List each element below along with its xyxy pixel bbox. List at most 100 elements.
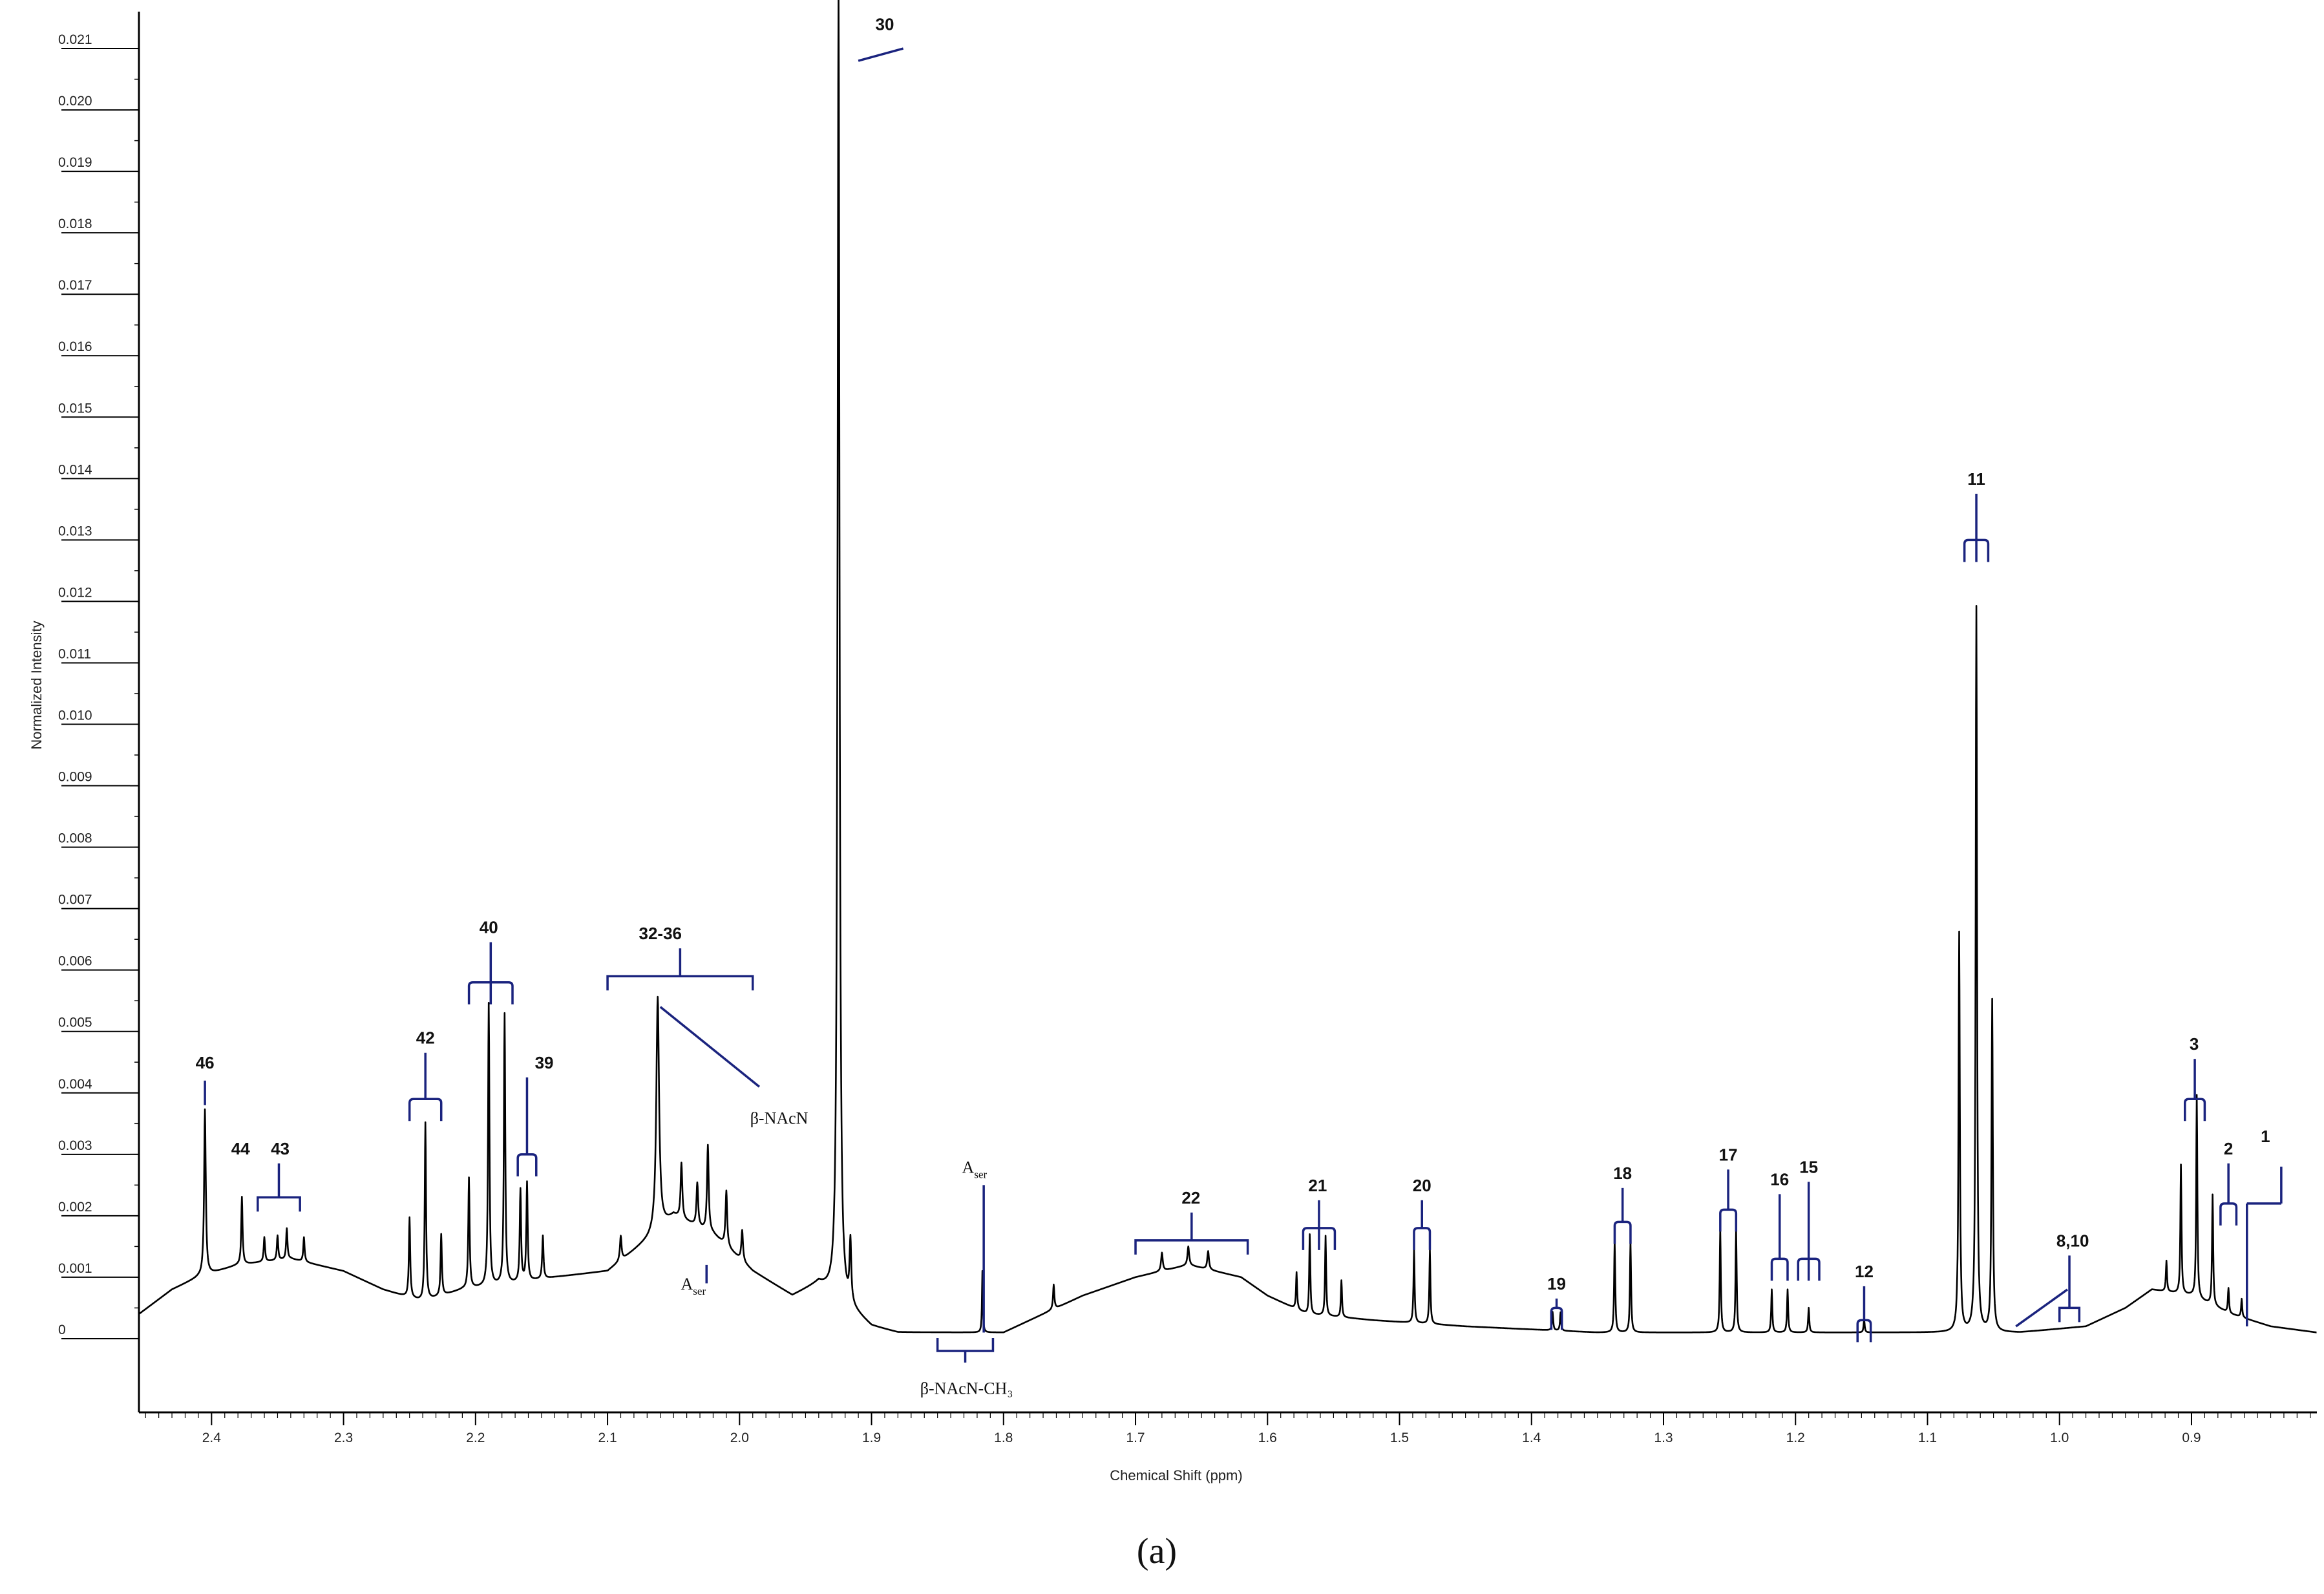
y-tick-label: 0.006 [58, 954, 92, 969]
bracket [516, 1153, 538, 1176]
y-tick-label: 0.003 [58, 1138, 92, 1153]
peak-annotation: 11 [1963, 469, 1990, 562]
x-axis-title: Chemical Shift (ppm) [1110, 1467, 1242, 1483]
peak-annotation: 40 [467, 918, 514, 1004]
x-tick-label: 1.6 [1258, 1430, 1277, 1445]
y-tick-label: 0.004 [58, 1077, 92, 1092]
peak-label: 21 [1308, 1176, 1327, 1195]
text-annotation-subscript: ser [693, 1285, 706, 1297]
bracket [1770, 1257, 1789, 1281]
bracket [1134, 1239, 1249, 1255]
peak-label: 15 [1799, 1157, 1818, 1176]
y-tick-label: 0 [58, 1323, 66, 1337]
peak-annotation: 30 [876, 15, 894, 34]
x-tick-label: 1.0 [2050, 1430, 2069, 1445]
y-tick-label: 0.020 [58, 94, 92, 109]
y-tick-label: 0.019 [58, 155, 92, 170]
y-tick-label: 0.015 [58, 401, 92, 416]
x-tick-label: 2.3 [334, 1430, 353, 1445]
spectrum-trace [138, 0, 2318, 1334]
peak-annotation: 16 [1770, 1169, 1789, 1281]
peak-annotation: 19 [1547, 1274, 1566, 1330]
x-tick-label: 1.3 [1654, 1430, 1673, 1445]
y-tick-label: 0.011 [58, 646, 91, 661]
peak-annotation: 18 [1613, 1164, 1632, 1244]
y-tick-label: 0.021 [58, 32, 92, 47]
y-axis-title: Normalized Intensity [28, 621, 45, 749]
y-tick-label: 0.005 [58, 1015, 92, 1030]
y-axis: 0 0.001 0.002 0.003 0.004 0.005 0.006 0.007 0.00… [58, 12, 140, 1412]
y-tick-label: 0.013 [58, 524, 92, 538]
x-tick-label: 2.4 [202, 1430, 222, 1445]
peak-label: 30 [876, 15, 894, 34]
peak-annotation: 3 [2184, 1034, 2206, 1121]
text-annotation-subscript: ser [974, 1168, 987, 1180]
x-tick-label: 1.8 [994, 1430, 1013, 1445]
peak-label: 2 [2224, 1139, 2233, 1158]
y-tick-label: 0.007 [58, 893, 92, 908]
peak-annotation: 21 [1302, 1176, 1336, 1250]
y-tick-label: 0.014 [58, 462, 92, 477]
bracket [606, 975, 754, 991]
y-tick-label: 0.010 [58, 708, 92, 723]
peak-label: 16 [1770, 1169, 1789, 1189]
x-tick-label: 1.5 [1390, 1430, 1409, 1445]
x-tick-label: 0.9 [2182, 1430, 2201, 1445]
peak-label: 1 [2261, 1127, 2270, 1146]
peak-annotation: 8,10 [2056, 1231, 2089, 1323]
peak-label: 46 [196, 1053, 215, 1072]
peak-label: 19 [1547, 1274, 1566, 1293]
bracket [257, 1196, 301, 1212]
peak-annotation: 22 [1134, 1188, 1249, 1255]
peak-label: 17 [1719, 1145, 1738, 1164]
y-tick-label: 0.016 [58, 339, 92, 354]
peak-label: 44 [231, 1139, 250, 1158]
bracket [1413, 1227, 1431, 1250]
peak-annotation: 15 [1797, 1157, 1821, 1281]
y-tick-label: 0.017 [58, 278, 92, 293]
bracket [408, 1098, 443, 1121]
bracket-beta-nacn-ch3 [936, 1337, 995, 1352]
bracket [2184, 1098, 2206, 1121]
peak-label: 20 [1413, 1176, 1431, 1195]
x-tick-label: 1.9 [862, 1430, 881, 1445]
y-tick-label: 0.002 [58, 1200, 92, 1215]
peak-annotation: 44 [231, 1139, 250, 1158]
peak-label: 43 [271, 1139, 290, 1158]
peak-label: 22 [1181, 1188, 1200, 1207]
panel-label: (a) [1137, 1531, 1177, 1571]
peak-label: 12 [1855, 1262, 1874, 1281]
x-tick-label: 2.1 [598, 1430, 617, 1445]
bracket [2058, 1306, 2081, 1323]
peak-label: 18 [1613, 1164, 1632, 1183]
peak-annotation: 17 [1719, 1145, 1738, 1232]
peak-label: 8,10 [2056, 1231, 2089, 1250]
text-annotation: β-NAcN [750, 1109, 808, 1127]
peak-label: 40 [480, 918, 498, 937]
x-tick-label: 2.0 [730, 1430, 749, 1445]
text-annotation: Aser [681, 1275, 706, 1297]
text-annotation: β-NAcN-CH₃ [920, 1379, 1013, 1397]
peak-annotation: 32-36 [606, 924, 754, 991]
y-tick-label: 0.001 [58, 1261, 92, 1276]
x-tick-label: 1.1 [1918, 1430, 1937, 1445]
bracket [1613, 1220, 1632, 1244]
y-tick-label: 0.018 [58, 217, 92, 231]
peak-label: 39 [535, 1053, 554, 1072]
peak-label: 11 [1967, 469, 1985, 489]
x-axis: 2.4 2.3 2.2 2.1 2.0 1.9 1.8 1.7 1.6 1.5 1.4 1.3 1.2 1… [139, 1411, 2317, 1445]
peak-annotation: 43 [257, 1139, 301, 1212]
peak-label: 32-36 [639, 924, 682, 943]
peak-annotation: 46 [196, 1053, 215, 1105]
leader-line-8-10 [2015, 1288, 2069, 1328]
bracket [1550, 1306, 1563, 1330]
peak-label: 3 [2190, 1034, 2199, 1054]
leader-line-30 [858, 47, 904, 62]
bracket [1719, 1208, 1738, 1232]
text-annotation: Aser [962, 1158, 988, 1180]
peak-annotation: 39 [516, 1053, 554, 1176]
spectrum-layer [138, 0, 2318, 1334]
x-tick-label: 1.4 [1522, 1430, 1541, 1445]
